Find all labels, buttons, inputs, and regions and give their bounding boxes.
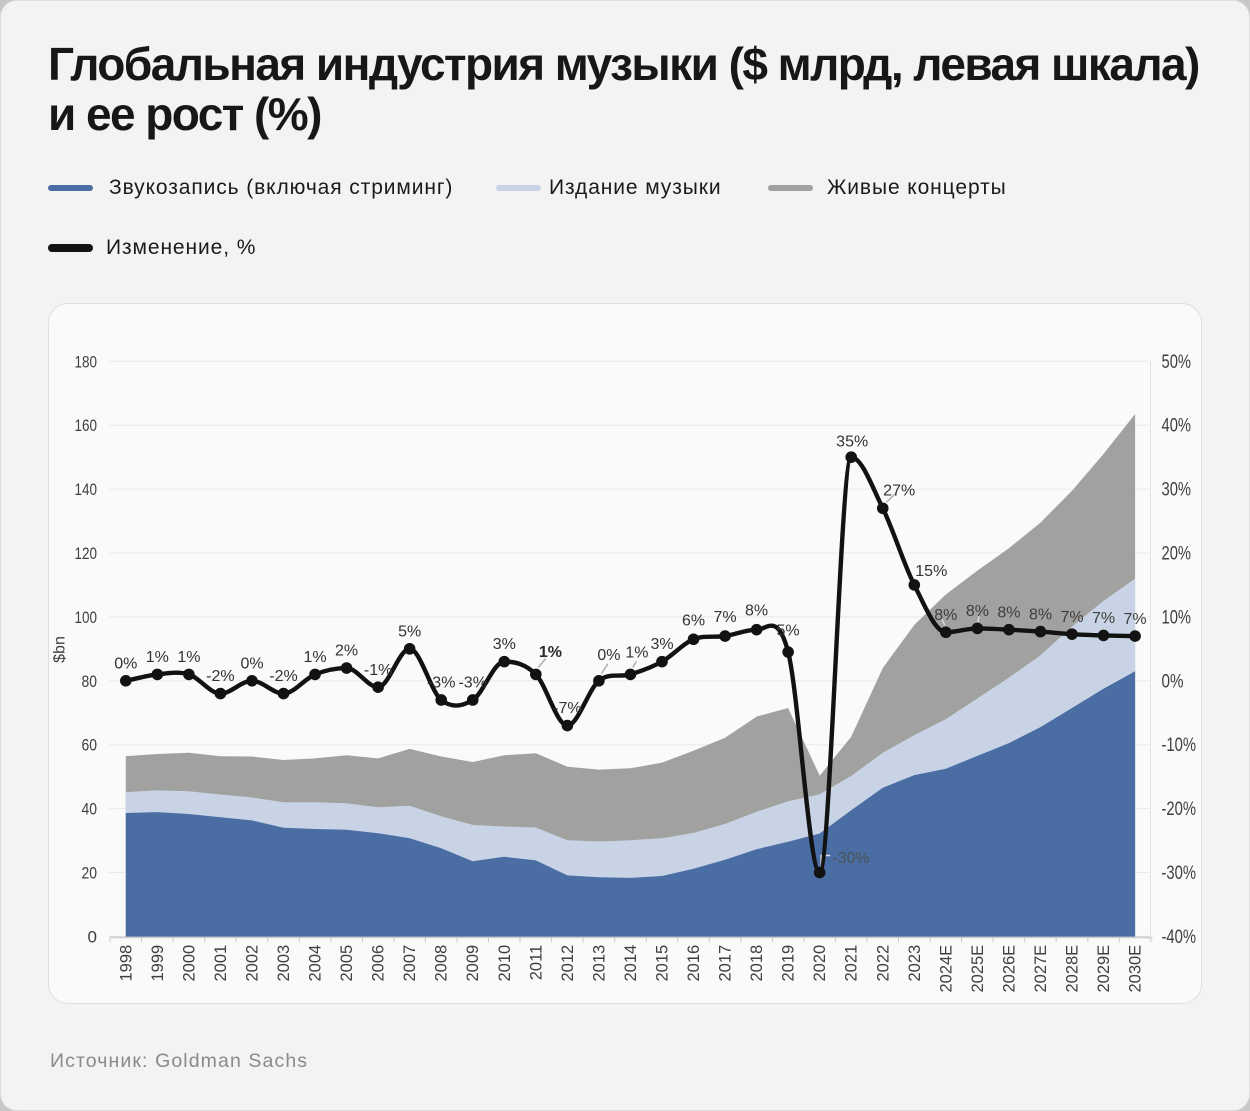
svg-text:0%: 0% [597, 647, 620, 664]
svg-text:2022: 2022 [874, 945, 892, 982]
svg-text:0%: 0% [240, 655, 263, 672]
svg-text:7%: 7% [1092, 610, 1115, 627]
svg-text:7%: 7% [714, 609, 737, 626]
svg-text:2021: 2021 [843, 945, 861, 982]
svg-text:2024E: 2024E [937, 945, 955, 993]
svg-text:2018: 2018 [748, 945, 766, 982]
svg-text:8%: 8% [997, 605, 1020, 622]
svg-text:2015: 2015 [654, 945, 672, 982]
svg-text:-30%: -30% [832, 850, 869, 867]
svg-text:2016: 2016 [685, 945, 703, 982]
svg-text:-10%: -10% [1162, 735, 1197, 756]
svg-text:20: 20 [82, 864, 98, 883]
svg-text:60: 60 [82, 736, 98, 755]
svg-text:0: 0 [88, 927, 97, 946]
svg-text:15%: 15% [915, 563, 947, 580]
svg-text:40: 40 [82, 800, 98, 819]
svg-text:10%: 10% [1162, 607, 1192, 628]
svg-text:2030E: 2030E [1127, 945, 1145, 993]
svg-text:2006: 2006 [370, 945, 388, 982]
svg-text:180: 180 [75, 352, 98, 371]
svg-text:2014: 2014 [622, 945, 640, 982]
svg-text:8%: 8% [1029, 606, 1052, 623]
svg-text:2027E: 2027E [1032, 945, 1050, 993]
svg-text:8%: 8% [934, 607, 957, 624]
svg-text:5%: 5% [777, 623, 800, 640]
svg-text:1999: 1999 [149, 945, 167, 982]
svg-text:-40%: -40% [1162, 927, 1197, 948]
svg-text:27%: 27% [883, 483, 915, 500]
svg-text:3%: 3% [493, 636, 516, 653]
svg-text:-30%: -30% [1162, 863, 1197, 884]
svg-text:40%: 40% [1162, 416, 1192, 437]
svg-text:2019: 2019 [780, 945, 798, 982]
svg-text:$bn: $bn [52, 636, 69, 663]
svg-text:2029E: 2029E [1095, 945, 1113, 993]
svg-text:2007: 2007 [401, 945, 419, 982]
svg-text:0%: 0% [114, 655, 137, 672]
svg-text:-2%: -2% [206, 668, 234, 685]
svg-text:-3%: -3% [427, 675, 455, 692]
svg-text:1%: 1% [539, 644, 562, 661]
svg-text:8%: 8% [966, 603, 989, 620]
svg-text:120: 120 [75, 544, 98, 563]
svg-text:50%: 50% [1162, 352, 1192, 373]
svg-text:2000: 2000 [180, 945, 198, 982]
svg-text:2002: 2002 [244, 945, 262, 982]
svg-text:2%: 2% [335, 643, 358, 660]
svg-text:1%: 1% [146, 649, 169, 666]
svg-text:2010: 2010 [496, 945, 514, 982]
svg-text:2028E: 2028E [1064, 945, 1082, 993]
svg-text:2001: 2001 [212, 945, 230, 982]
svg-text:8%: 8% [745, 603, 768, 620]
svg-text:1%: 1% [625, 644, 648, 661]
svg-text:6%: 6% [682, 612, 705, 629]
svg-text:2026E: 2026E [1000, 945, 1018, 993]
svg-text:7%: 7% [1060, 609, 1083, 626]
svg-text:80: 80 [82, 672, 98, 691]
svg-text:20%: 20% [1162, 544, 1192, 565]
svg-text:7%: 7% [1124, 611, 1147, 628]
svg-text:1%: 1% [303, 649, 326, 666]
svg-text:2023: 2023 [906, 945, 924, 982]
svg-text:2017: 2017 [717, 945, 735, 982]
svg-text:1%: 1% [177, 649, 200, 666]
svg-text:100: 100 [75, 608, 98, 627]
svg-text:2003: 2003 [275, 945, 293, 982]
svg-text:2013: 2013 [590, 945, 608, 982]
svg-text:3%: 3% [650, 636, 673, 653]
svg-text:-20%: -20% [1162, 799, 1197, 820]
svg-text:-7%: -7% [553, 700, 581, 717]
svg-text:2025E: 2025E [969, 945, 987, 993]
svg-text:-1%: -1% [364, 662, 392, 679]
svg-text:-3%: -3% [458, 675, 486, 692]
svg-text:140: 140 [75, 480, 98, 499]
svg-text:1998: 1998 [117, 945, 135, 982]
svg-text:2008: 2008 [433, 945, 451, 982]
svg-text:35%: 35% [836, 434, 868, 451]
svg-text:2009: 2009 [464, 945, 482, 982]
svg-text:2004: 2004 [307, 945, 325, 982]
svg-text:2020: 2020 [811, 945, 829, 982]
svg-text:2012: 2012 [559, 945, 577, 982]
svg-text:-2%: -2% [269, 668, 297, 685]
svg-text:30%: 30% [1162, 480, 1192, 501]
svg-text:5%: 5% [398, 623, 421, 640]
svg-text:160: 160 [75, 416, 98, 435]
svg-text:2005: 2005 [338, 945, 356, 982]
svg-text:0%: 0% [1162, 671, 1184, 692]
svg-text:2011: 2011 [527, 945, 545, 980]
